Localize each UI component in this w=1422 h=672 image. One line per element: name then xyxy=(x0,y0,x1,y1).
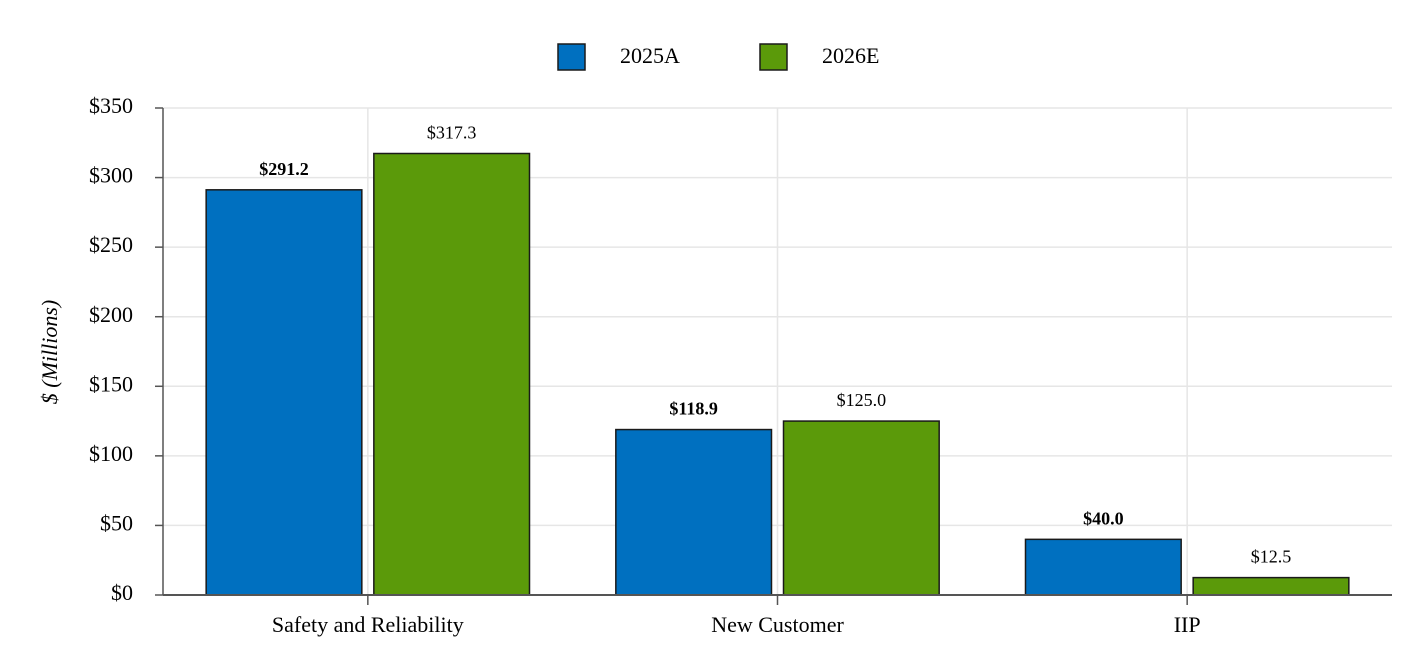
x-tick-label: Safety and Reliability xyxy=(272,612,464,637)
bar xyxy=(373,152,531,596)
x-tick-label: IIP xyxy=(1174,612,1201,637)
value-label: $40.0 xyxy=(1083,508,1124,528)
y-axis-title: $ (Millions) xyxy=(37,300,62,405)
bar xyxy=(1024,538,1182,596)
legend-swatch xyxy=(759,43,788,71)
y-tick-label: $0 xyxy=(111,580,133,605)
y-tick-label: $150 xyxy=(89,371,133,396)
legend-label: 2026E xyxy=(822,43,879,68)
value-label: $118.9 xyxy=(669,399,718,419)
y-tick-label: $250 xyxy=(89,232,133,257)
bar xyxy=(782,420,940,596)
value-label: $291.2 xyxy=(259,159,309,179)
value-label: $317.3 xyxy=(427,123,477,143)
y-tick-label: $100 xyxy=(89,441,133,466)
value-label: $12.5 xyxy=(1251,547,1292,567)
y-tick-label: $200 xyxy=(89,302,133,327)
y-tick-label: $350 xyxy=(89,93,133,118)
legend-label: 2025A xyxy=(620,43,680,68)
legend-swatch xyxy=(557,43,586,71)
bar xyxy=(205,189,363,596)
x-tick-label: New Customer xyxy=(711,612,844,637)
y-tick-label: $50 xyxy=(100,510,133,535)
bar xyxy=(615,428,773,596)
value-label: $125.0 xyxy=(837,390,887,410)
y-tick-label: $300 xyxy=(89,163,133,188)
bar xyxy=(1192,576,1350,596)
